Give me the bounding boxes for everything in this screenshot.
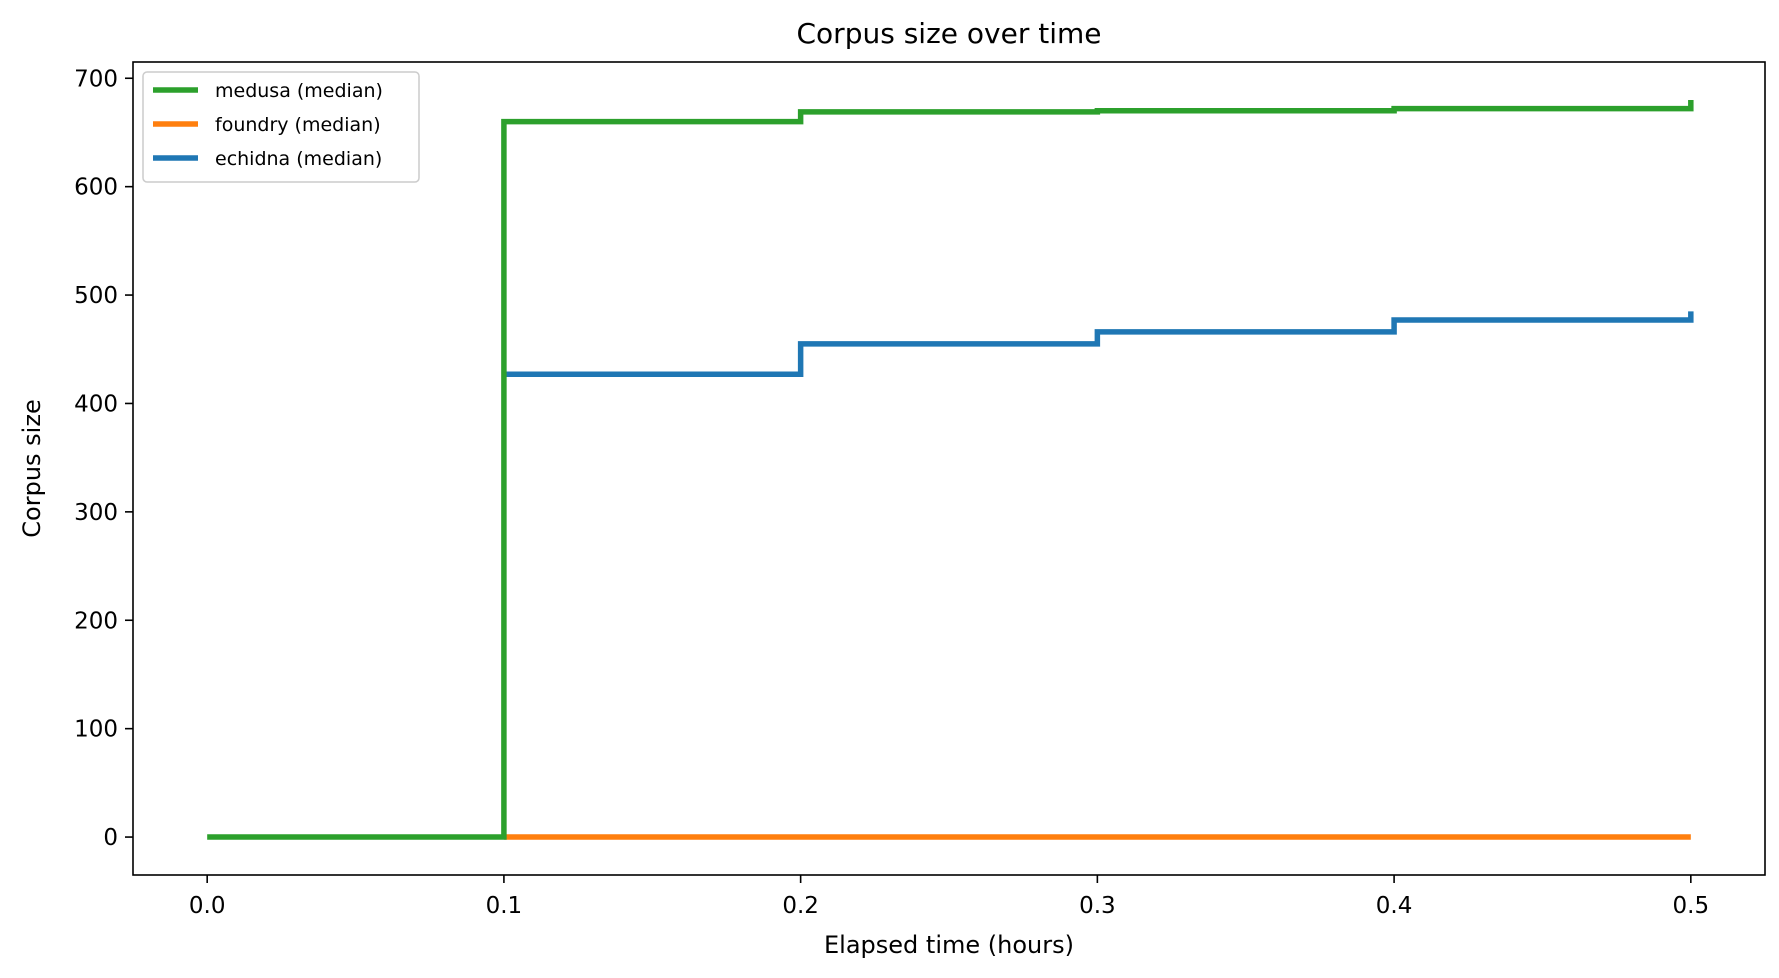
x-tick-label: 0.3 [1079, 893, 1116, 919]
x-tick-label: 0.1 [486, 893, 523, 919]
y-tick-label: 0 [103, 825, 118, 851]
y-axis: 0 100 200 300 400 500 600 700 [74, 66, 133, 851]
series-line-medusa [207, 99, 1694, 840]
x-axis: 0.0 0.1 0.2 0.3 0.4 0.5 [189, 875, 1709, 919]
plot-frame [132, 61, 1766, 876]
legend-box [142, 71, 420, 183]
x-tick-label: 0.2 [782, 893, 819, 919]
legend-label-medusa: medusa (median) [215, 80, 383, 102]
y-axis-title: Corpus size [18, 399, 46, 537]
y-tick-label: 500 [74, 283, 118, 309]
y-tick-label: 400 [74, 391, 118, 417]
y-tick-label: 200 [74, 608, 118, 634]
legend: medusa (median) foundry (median) echidna (… [142, 71, 420, 183]
legend-label-foundry: foundry (median) [215, 114, 381, 136]
x-tick-label: 0.0 [189, 893, 226, 919]
legend-label-echidna: echidna (median) [215, 148, 382, 170]
x-axis-title: Elapsed time (hours) [824, 931, 1074, 959]
y-tick-label: 600 [74, 175, 118, 201]
y-tick-label: 700 [74, 66, 118, 92]
plot-area [132, 61, 1766, 876]
x-tick-label: 0.5 [1673, 893, 1710, 919]
y-tick-label: 300 [74, 500, 118, 526]
series-line-echidna [503, 311, 1694, 377]
y-tick-label: 100 [74, 717, 118, 743]
chart-title: Corpus size over time [797, 17, 1102, 50]
x-tick-label: 0.4 [1376, 893, 1413, 919]
